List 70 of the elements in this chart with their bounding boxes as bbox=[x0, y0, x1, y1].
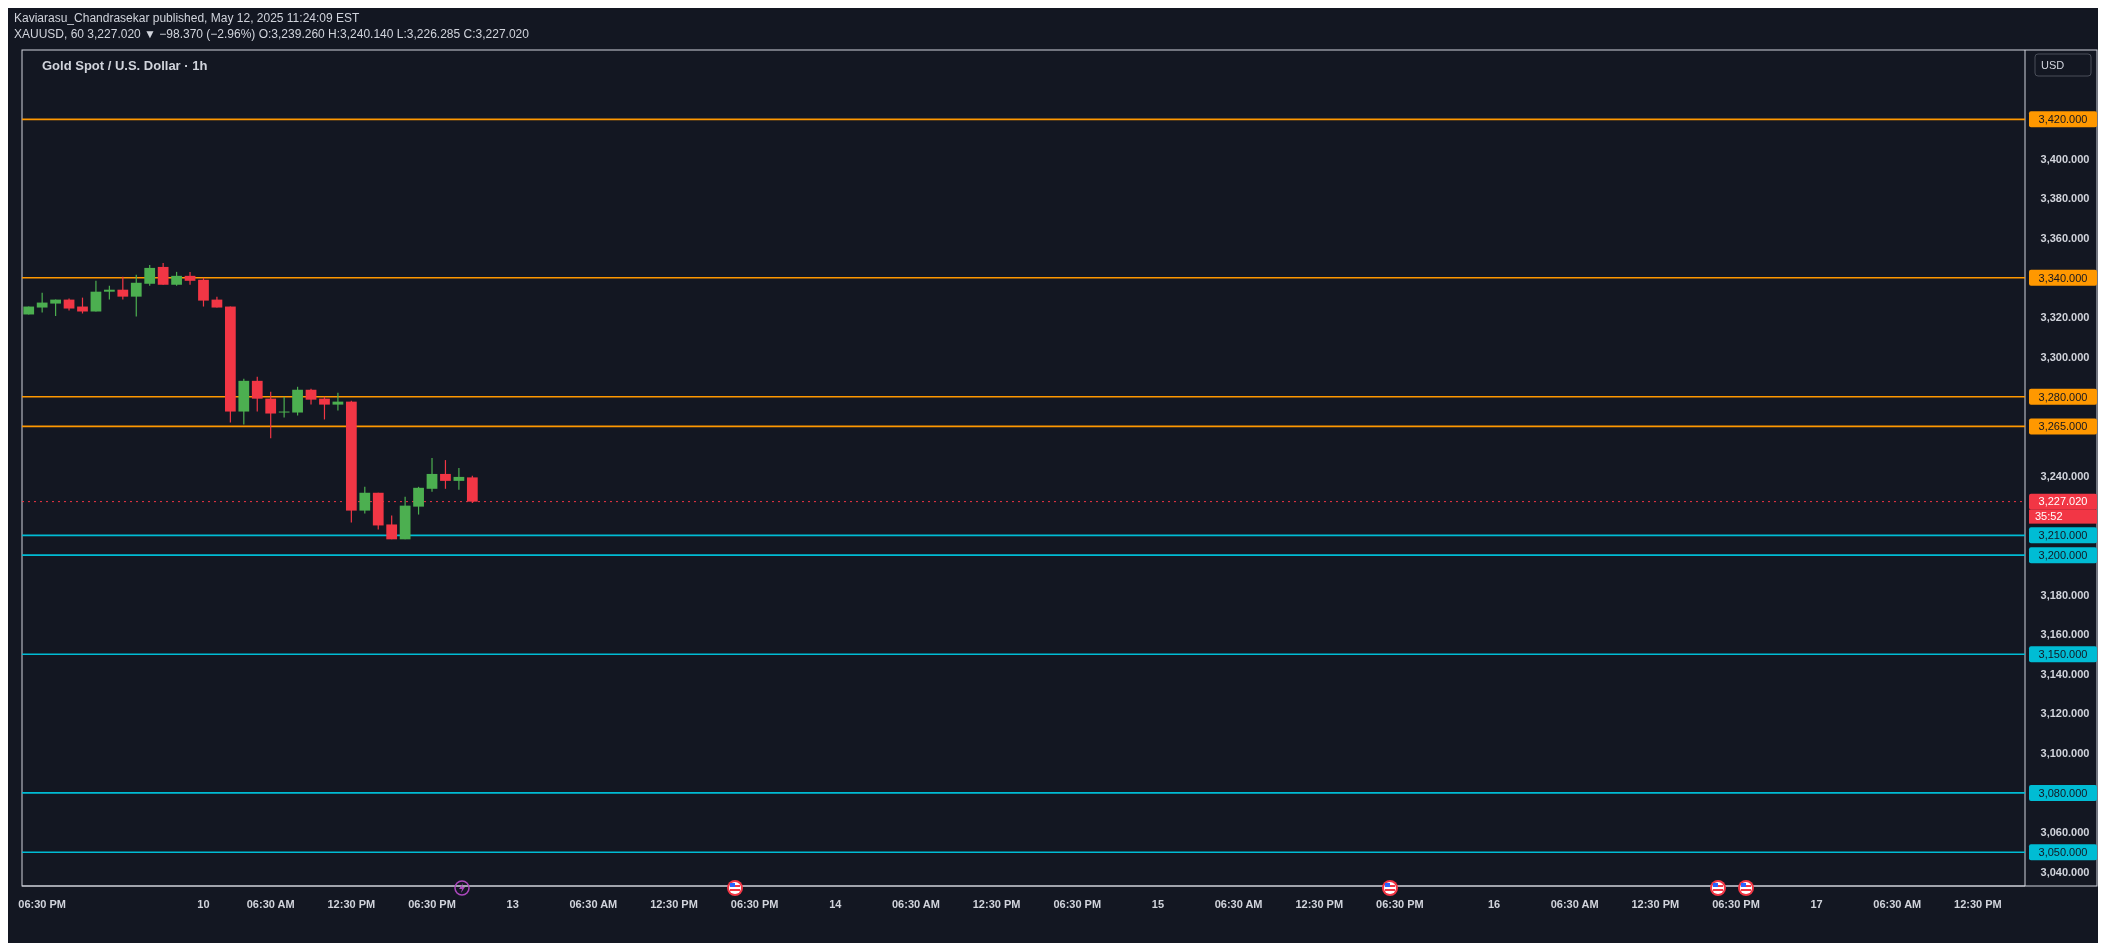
candlestick bbox=[332, 392, 344, 412]
candlestick bbox=[453, 467, 465, 491]
candlestick bbox=[278, 396, 290, 419]
candlestick bbox=[117, 276, 129, 301]
candlestick bbox=[440, 459, 451, 490]
text: 35:52 bbox=[2035, 510, 2063, 523]
x-tick-label: 06:30 AM bbox=[1214, 898, 1263, 910]
ref-line-label: 3,420.000 bbox=[2038, 113, 2088, 126]
y-tick-label: 3,360.000 bbox=[2040, 232, 2090, 245]
x-tick-label: 06:30 AM bbox=[569, 898, 618, 910]
text: USD bbox=[2041, 59, 2065, 71]
y-tick-label: 3,160.000 bbox=[2040, 628, 2090, 641]
candlestick bbox=[359, 486, 371, 515]
x-tick-label: 12:30 PM bbox=[1631, 898, 1680, 910]
candlestick bbox=[36, 292, 48, 314]
y-tick-label: 3,380.000 bbox=[2040, 192, 2090, 205]
x-tick-label: 06:30 AM bbox=[1550, 898, 1599, 910]
candlestick bbox=[130, 274, 142, 318]
ref-line-label: 3,200.000 bbox=[2038, 549, 2088, 562]
y-tick-label: 3,180.000 bbox=[2040, 588, 2090, 601]
y-tick-label: 3,140.000 bbox=[2040, 667, 2090, 680]
x-tick-label: 06:30 PM bbox=[730, 898, 779, 910]
candlestick bbox=[144, 264, 156, 287]
x-tick-label: 06:30 PM bbox=[408, 898, 456, 910]
x-tick-label: 06:30 PM bbox=[1376, 898, 1424, 910]
y-tick-label: 3,120.000 bbox=[2040, 707, 2090, 720]
candlestick bbox=[319, 396, 330, 421]
x-tick-label: 06:30 AM bbox=[246, 898, 295, 910]
x-tick-label: 12:30 PM bbox=[1954, 898, 2002, 910]
candlestick bbox=[251, 376, 263, 413]
ref-line-label: 3,080.000 bbox=[2038, 786, 2088, 799]
candlestick bbox=[292, 386, 303, 417]
x-tick-label: 06:30 PM bbox=[1712, 898, 1760, 910]
x-tick-label: 12:30 PM bbox=[1295, 898, 1344, 910]
ref-line-label: 3,150.000 bbox=[2038, 648, 2088, 661]
chart-subtitle: XAUUSD, 60 3,227.020 ▼ −98.370 (−2.96%) O:3,239.260 H:3,240.140 L:3,226.285 C:3,227.020 bbox=[14, 27, 530, 41]
candlestick bbox=[198, 277, 209, 308]
ref-line-label: 3,210.000 bbox=[2038, 529, 2088, 542]
y-tick-label: 3,400.000 bbox=[2040, 152, 2090, 165]
x-tick-label: 12:30 PM bbox=[650, 898, 698, 910]
ref-line-label: 3,340.000 bbox=[2038, 271, 2088, 284]
x-tick-label: 16 bbox=[1487, 898, 1501, 910]
ref-line-label: 3,265.000 bbox=[2038, 420, 2088, 433]
ref-line-label: 3,050.000 bbox=[2038, 846, 2088, 859]
y-tick-label: 3,040.000 bbox=[2040, 865, 2090, 878]
ref-line-label: 3,280.000 bbox=[2038, 390, 2088, 403]
y-tick-label: 3,100.000 bbox=[2040, 747, 2090, 760]
y-tick-label: 3,060.000 bbox=[2040, 826, 2090, 839]
candlestick bbox=[413, 486, 424, 516]
candlestick bbox=[157, 262, 169, 286]
x-tick-label: 06:30 AM bbox=[1873, 898, 1922, 910]
x-tick-label: 06:30 AM bbox=[892, 898, 940, 910]
x-tick-label: 17 bbox=[1810, 898, 1823, 910]
candlestick bbox=[265, 391, 277, 439]
y-tick-label: 3,320.000 bbox=[2040, 311, 2090, 324]
ref-line-label: 3,227.020 bbox=[2038, 495, 2088, 508]
x-tick-label: 10 bbox=[197, 898, 210, 910]
text: Gold Spot / U.S. Dollar · 1h bbox=[42, 58, 208, 73]
y-tick-label: 3,300.000 bbox=[2040, 350, 2090, 363]
x-tick-label: 06:30 PM bbox=[1053, 898, 1102, 910]
text: Kaviarasu_Chandrasekar published, May 12, 2025 11:24:09 EST bbox=[14, 11, 360, 25]
x-tick-label: 14 bbox=[829, 898, 843, 910]
candlestick bbox=[426, 457, 438, 493]
x-tick-label: 13 bbox=[506, 898, 519, 910]
y-tick-label: 3,240.000 bbox=[2040, 469, 2090, 482]
x-tick-label: 12:30 PM bbox=[327, 898, 376, 910]
x-tick-label: 12:30 PM bbox=[972, 898, 1021, 910]
candlestick bbox=[184, 271, 196, 286]
x-tick-label: 06:30 PM bbox=[18, 898, 67, 910]
x-tick-label: 15 bbox=[1151, 898, 1165, 910]
